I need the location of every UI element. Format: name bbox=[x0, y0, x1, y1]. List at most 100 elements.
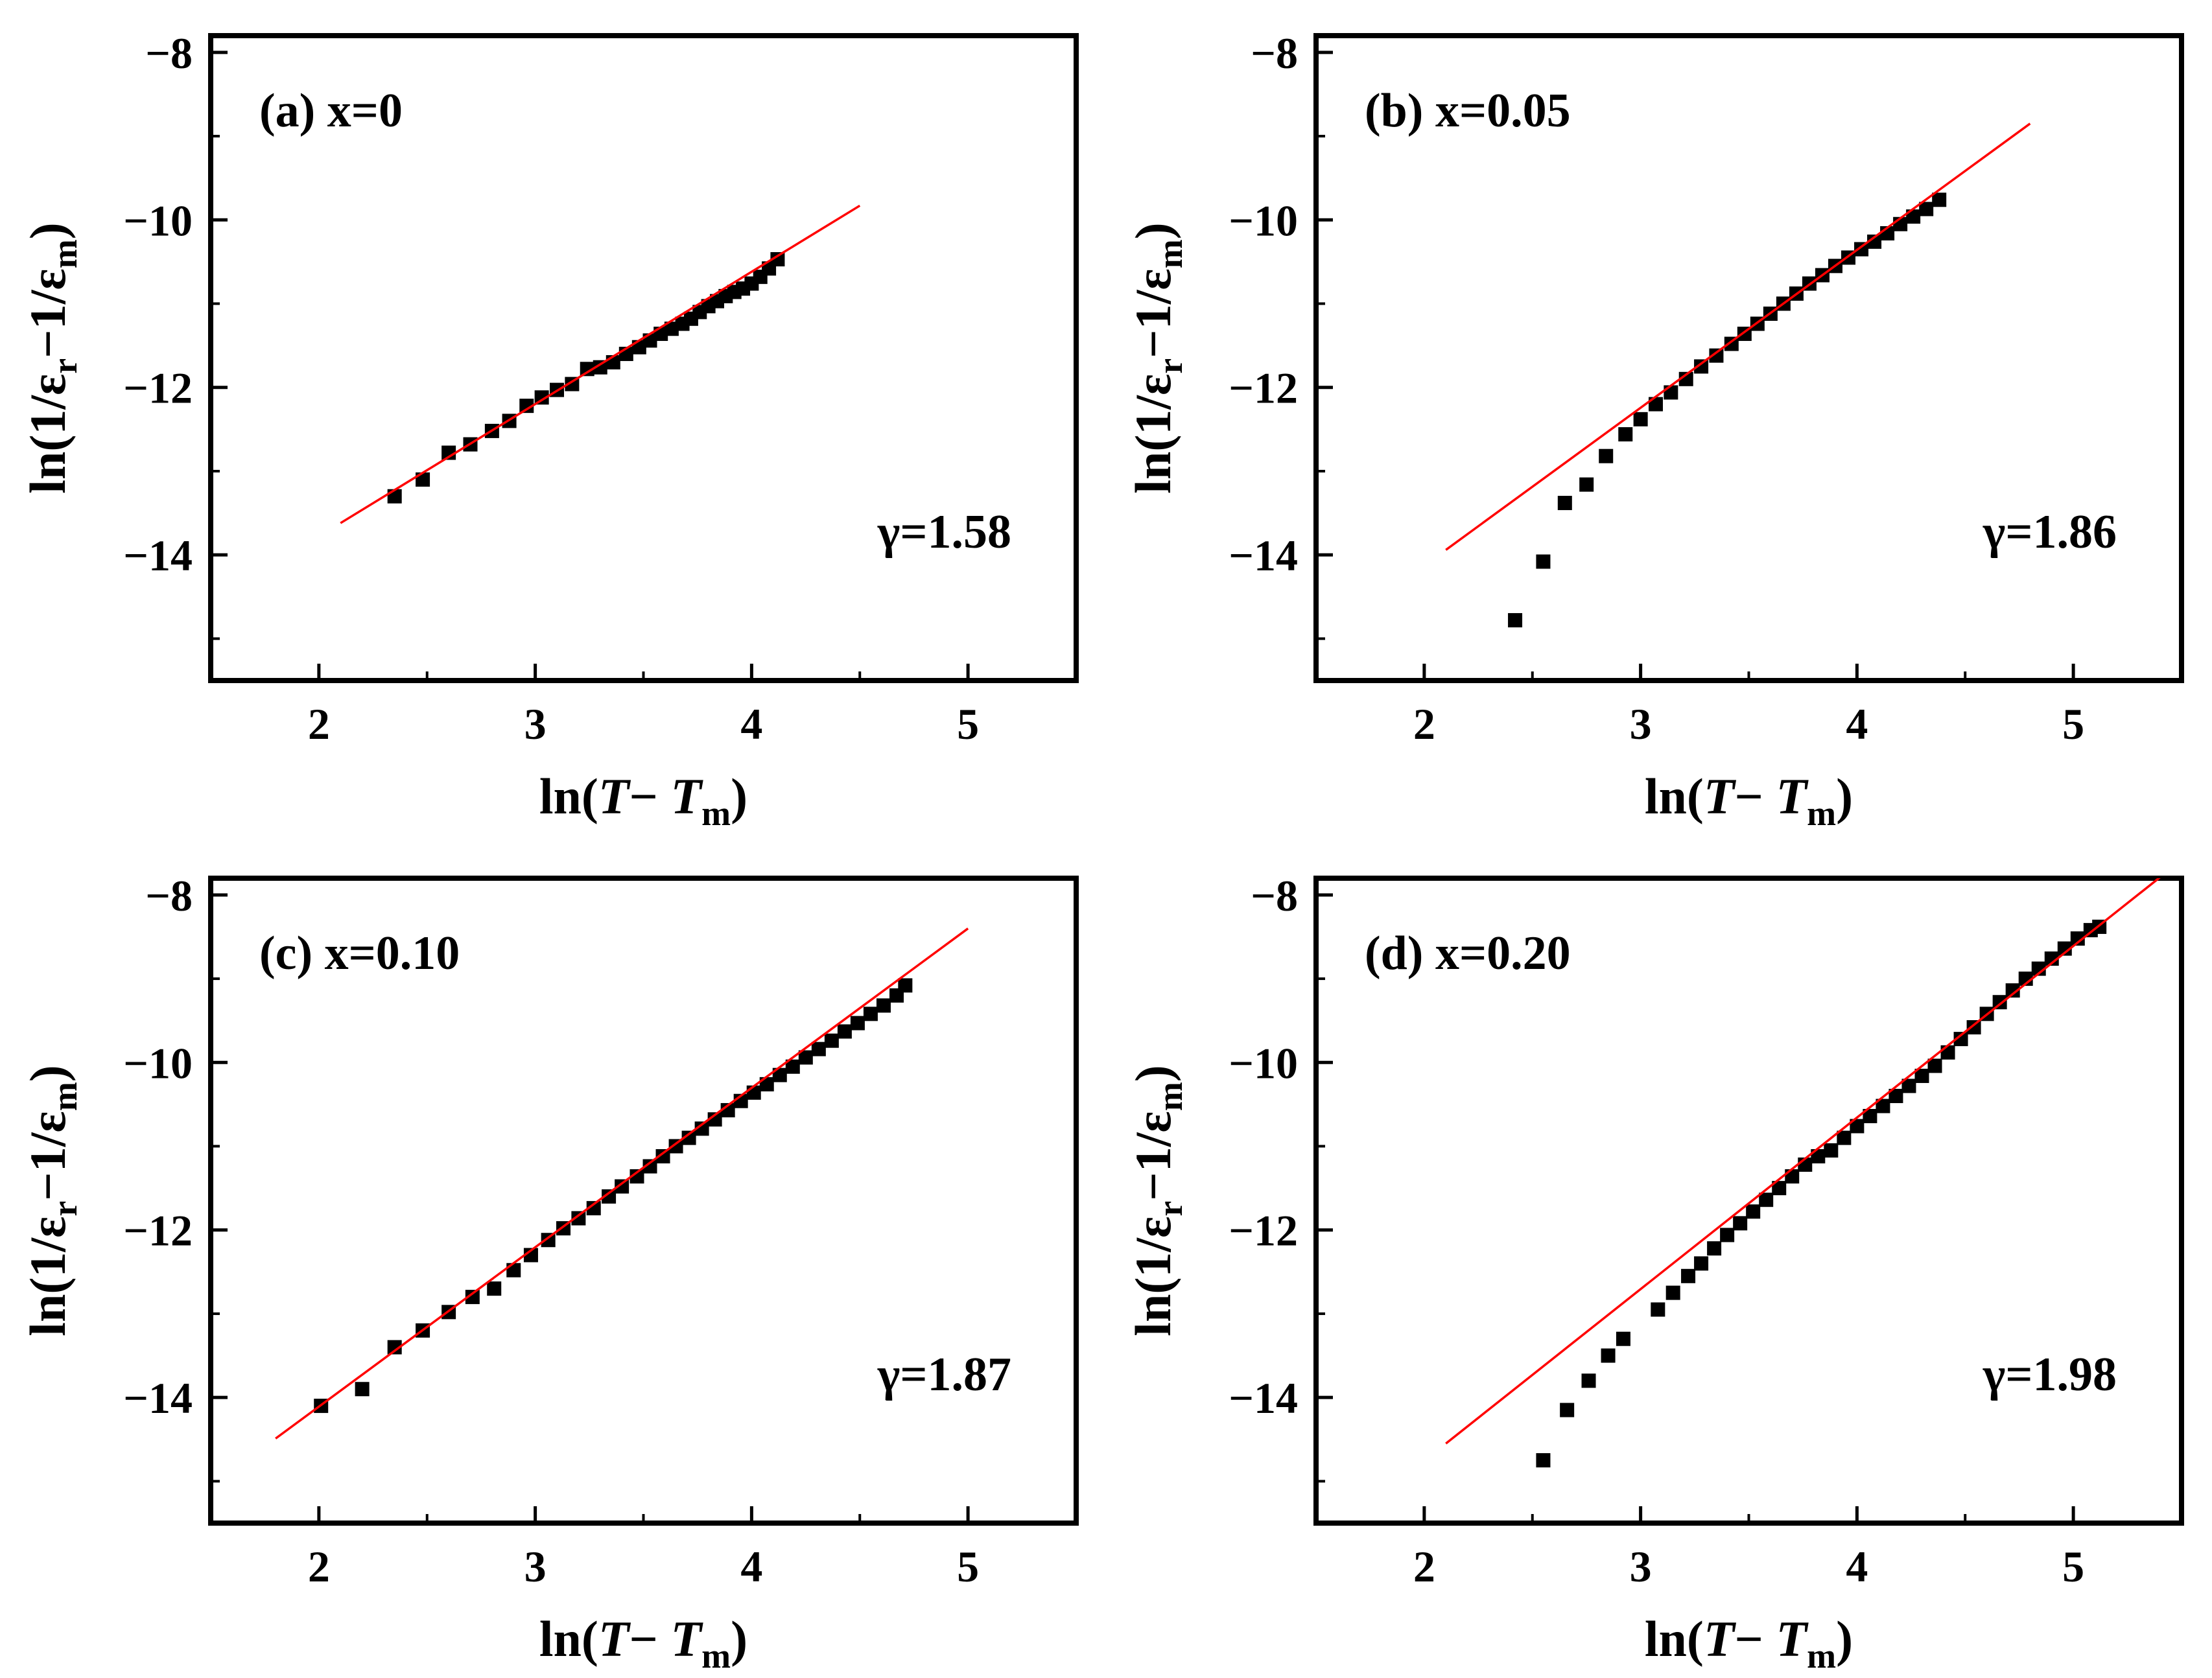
data-point bbox=[1709, 348, 1724, 363]
y-tick-label: −10 bbox=[123, 1038, 193, 1088]
y-tick-label: −12 bbox=[123, 1206, 193, 1255]
x-tick-label: 3 bbox=[524, 699, 547, 749]
y-tick-label: −10 bbox=[1229, 196, 1298, 245]
data-point bbox=[655, 1149, 670, 1164]
data-point bbox=[1720, 1228, 1735, 1242]
data-point bbox=[1681, 1268, 1696, 1283]
y-tick-label: −8 bbox=[1251, 871, 1298, 920]
data-point bbox=[772, 1067, 787, 1082]
fit-line bbox=[275, 927, 969, 1439]
data-point bbox=[1854, 242, 1869, 257]
data-point bbox=[602, 1189, 617, 1204]
panel-3: 2 3 4 5 −8 −10 −12 −14 (d) x=0.20 γ=1.98 ln(T− Tm)… bbox=[1125, 871, 2184, 1675]
y-tick-label: −14 bbox=[1229, 531, 1298, 580]
y-tick-label: −12 bbox=[1229, 1206, 1298, 1255]
data-point bbox=[1932, 192, 1947, 207]
x-tick-label: 2 bbox=[308, 699, 330, 749]
panel-label: (b) x=0.05 bbox=[1365, 84, 1571, 137]
y-tick-label: −10 bbox=[123, 196, 193, 245]
data-point bbox=[811, 1042, 826, 1056]
x-axis-title: ln(T− Tm) bbox=[1645, 1611, 1853, 1675]
data-point bbox=[1867, 234, 1882, 249]
x-tick-label: 4 bbox=[1846, 699, 1868, 749]
data-point bbox=[1651, 1302, 1665, 1317]
data-point bbox=[785, 1059, 800, 1074]
x-tick-label: 5 bbox=[2062, 699, 2084, 749]
data-point bbox=[629, 1169, 644, 1184]
data-point bbox=[707, 1112, 722, 1127]
fit-line bbox=[1445, 122, 2031, 551]
x-tick-label: 3 bbox=[524, 1542, 547, 1591]
data-point bbox=[2005, 983, 2020, 998]
data-point bbox=[798, 1050, 813, 1065]
data-point bbox=[1536, 1453, 1551, 1468]
data-point bbox=[487, 1281, 502, 1296]
data-point bbox=[642, 1159, 657, 1174]
panel-label: (a) x=0 bbox=[259, 84, 403, 137]
data-point bbox=[580, 362, 594, 377]
data-point bbox=[593, 360, 607, 375]
data-point bbox=[465, 1290, 480, 1305]
x-tick-label: 5 bbox=[2062, 1542, 2084, 1591]
gamma-annotation: γ=1.87 bbox=[877, 1348, 1011, 1401]
data-point bbox=[441, 445, 456, 460]
plot-area bbox=[340, 204, 861, 524]
data-point bbox=[876, 998, 891, 1013]
data-point bbox=[1953, 1032, 1968, 1047]
data-point bbox=[1876, 1099, 1890, 1113]
plot-area bbox=[1445, 122, 2031, 627]
data-point bbox=[824, 1033, 839, 1048]
x-tick-label: 2 bbox=[1413, 699, 1435, 749]
data-point bbox=[1678, 371, 1693, 386]
y-axis-title: ln(1/εr−1/εm) bbox=[19, 222, 84, 493]
data-point bbox=[571, 1211, 586, 1226]
y-tick-label: −8 bbox=[145, 871, 193, 920]
panel-1: 2 3 4 5 −8 −10 −12 −14 (b) x=0.05 γ=1.86 ln(T− Tm)… bbox=[1125, 29, 2184, 833]
data-point bbox=[664, 321, 679, 336]
data-point bbox=[1508, 612, 1523, 627]
x-tick-label: 3 bbox=[1630, 1542, 1652, 1591]
data-point bbox=[1901, 1078, 1916, 1093]
data-point bbox=[1664, 385, 1678, 400]
data-point bbox=[694, 1121, 709, 1136]
y-tick-label: −12 bbox=[1229, 364, 1298, 413]
data-point bbox=[1579, 477, 1594, 492]
data-point bbox=[1724, 336, 1739, 351]
y-axis-title: ln(1/εr−1/εm) bbox=[1125, 222, 1190, 493]
y-tick-label: −14 bbox=[1229, 1373, 1298, 1423]
data-point bbox=[770, 252, 785, 267]
gamma-annotation: γ=1.86 bbox=[1983, 506, 2117, 559]
data-point bbox=[1919, 202, 1934, 216]
data-point bbox=[355, 1382, 370, 1397]
x-tick-label: 3 bbox=[1630, 699, 1652, 749]
x-axis-title: ln(T− Tm) bbox=[539, 768, 747, 833]
data-point bbox=[416, 472, 430, 487]
data-point bbox=[1694, 359, 1709, 374]
y-tick-label: −8 bbox=[145, 29, 193, 78]
gamma-annotation: γ=1.98 bbox=[1983, 1348, 2117, 1401]
data-point bbox=[1560, 1403, 1575, 1417]
data-point bbox=[1633, 412, 1648, 426]
x-tick-label: 4 bbox=[740, 699, 762, 749]
data-point bbox=[387, 1340, 402, 1355]
y-tick-label: −8 bbox=[1251, 29, 1298, 78]
data-point bbox=[1966, 1020, 1981, 1035]
data-point bbox=[837, 1024, 852, 1039]
x-tick-label: 2 bbox=[308, 1542, 330, 1591]
data-point bbox=[1707, 1241, 1722, 1256]
data-point bbox=[2057, 941, 2072, 956]
data-point bbox=[1694, 1256, 1709, 1271]
y-tick-label: −12 bbox=[123, 364, 193, 413]
data-point bbox=[1785, 1169, 1800, 1184]
plot-area bbox=[275, 927, 969, 1439]
data-point bbox=[1557, 496, 1572, 511]
data-point bbox=[1914, 1068, 1929, 1083]
data-point bbox=[1733, 1216, 1748, 1231]
data-point bbox=[1746, 1204, 1761, 1219]
data-point bbox=[615, 1179, 629, 1194]
x-tick-label: 5 bbox=[957, 699, 979, 749]
panel-label: (c) x=0.10 bbox=[259, 927, 460, 980]
x-tick-label: 4 bbox=[740, 1542, 762, 1591]
x-tick-label: 2 bbox=[1413, 1542, 1435, 1591]
